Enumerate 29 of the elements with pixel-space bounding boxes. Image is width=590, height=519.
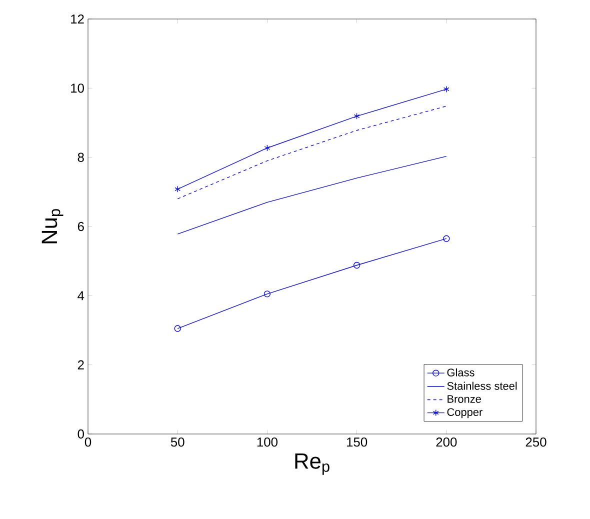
point xyxy=(353,262,360,269)
point xyxy=(174,186,181,192)
x-tick-label: 50 xyxy=(170,438,184,447)
x-axis-title: Re$_{p}$ xyxy=(295,454,330,475)
point xyxy=(443,235,450,242)
y-tick-label: 12 xyxy=(71,14,84,24)
y-tick-label: 6 xyxy=(78,222,84,232)
y-tick-label: 0 xyxy=(78,429,84,439)
line-series xyxy=(177,156,447,234)
x-tick-label: 250 xyxy=(526,438,546,447)
line-series xyxy=(177,106,447,200)
y-tick-label: 2 xyxy=(78,360,84,370)
point xyxy=(443,86,450,93)
legend-label: Copper xyxy=(447,408,482,418)
legend-label: Bronze xyxy=(448,395,481,403)
legend-label: Stainless steel xyxy=(447,382,517,390)
x-tick-label: 200 xyxy=(436,438,457,447)
x-tick-label: 100 xyxy=(257,438,278,447)
y-tick-label: 10 xyxy=(71,84,84,93)
legend-label: Glass xyxy=(447,368,474,376)
point xyxy=(264,290,271,298)
y-tick-label: 4 xyxy=(78,291,84,300)
x-tick-label: 0 xyxy=(84,438,92,447)
point xyxy=(174,325,181,332)
point xyxy=(354,112,360,120)
y-axis-title: Nu$_{p}$ xyxy=(42,209,64,244)
x-tick-label: 150 xyxy=(346,438,368,447)
y-tick-label: 8 xyxy=(78,152,84,162)
point xyxy=(264,144,270,152)
